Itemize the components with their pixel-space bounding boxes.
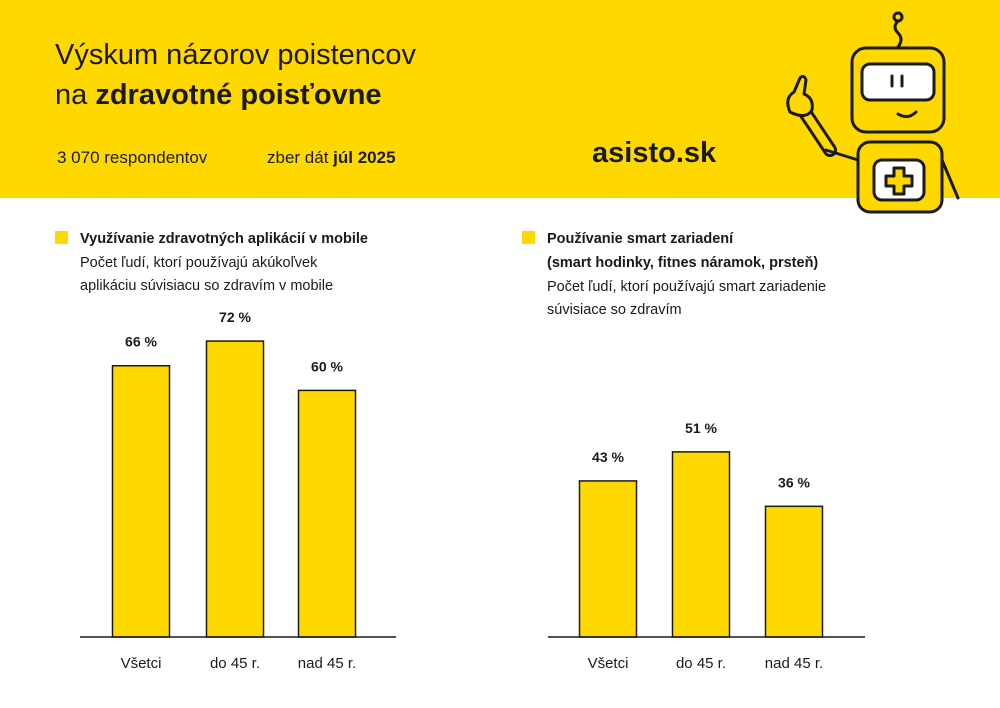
value-label: 51 % xyxy=(685,420,717,436)
collection-date: júl 2025 xyxy=(332,148,395,167)
title-line: na zdravotné poisťovne xyxy=(55,79,382,111)
robot-illustration xyxy=(786,11,960,214)
value-label: 36 % xyxy=(778,474,810,490)
chart-subtitle: súvisiace so zdravím xyxy=(547,302,682,318)
x-tick-label: do 45 r. xyxy=(210,655,260,672)
title-emphasis: zdravotné poisťovne xyxy=(95,79,381,111)
chart-subtitle: aplikáciu súvisiacu so zdravím v mobile xyxy=(80,278,333,294)
legend-swatch xyxy=(522,231,535,244)
chart-title: Používanie smart zariadení xyxy=(547,231,734,247)
bar xyxy=(671,451,731,638)
title-text: Výskum názorov poistencov xyxy=(55,39,417,71)
chart-subtitle: Počet ľudí, ktorí používajú akúkoľvek xyxy=(80,255,318,271)
title-text: na xyxy=(55,79,88,111)
x-tick-label: nad 45 r. xyxy=(765,655,823,672)
bar xyxy=(111,364,171,638)
x-tick-label: Všetci xyxy=(588,655,629,672)
title-line: Výskum názorov poistencov xyxy=(55,39,417,71)
chart-subtitle: Počet ľudí, ktorí používajú smart zariad… xyxy=(547,279,826,295)
value-label: 43 % xyxy=(592,449,624,465)
x-tick-label: Všetci xyxy=(121,655,162,672)
value-label: 60 % xyxy=(311,358,343,374)
brand: asisto.sk xyxy=(592,137,717,169)
legend-swatch xyxy=(55,231,68,244)
value-label: 72 % xyxy=(219,309,251,325)
respondents: 3 070 respondentov xyxy=(57,148,208,167)
collection: zber dát júl 2025 xyxy=(267,148,396,167)
header-background xyxy=(0,0,1000,198)
collection-text: zber dát xyxy=(267,148,329,167)
chart-title: Využívanie zdravotných aplikácií v mobil… xyxy=(80,231,368,247)
chart-title: (smart hodinky, fitnes náramok, prsteň) xyxy=(547,255,818,271)
bar xyxy=(297,389,357,638)
bar xyxy=(205,340,265,638)
value-label: 66 % xyxy=(125,334,157,350)
x-tick-label: do 45 r. xyxy=(676,655,726,672)
bar xyxy=(764,505,824,638)
bar xyxy=(578,480,638,638)
x-tick-label: nad 45 r. xyxy=(298,655,356,672)
